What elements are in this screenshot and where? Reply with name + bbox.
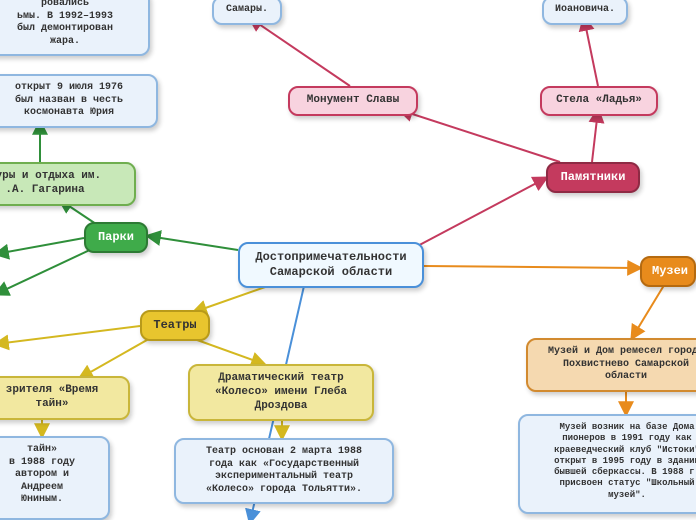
edge-slava-samara_top: [250, 18, 350, 86]
node-vremya[interactable]: зрителя «Времятайн»: [0, 376, 130, 420]
edge-center-museums: [424, 266, 640, 268]
edge-monuments-slava: [400, 110, 560, 162]
node-park_info2[interactable]: открыт 9 июля 1976был назван в честькосм…: [0, 74, 158, 128]
node-vremya_info[interactable]: тайн» в 1988 годуавтором иАндреемЮниным.: [0, 436, 110, 520]
edge-museums-muz_pokh: [632, 282, 666, 338]
edge-theatres-vremya: [80, 336, 154, 378]
node-muz_info[interactable]: Музей возник на базе Домапионеров в 1991…: [518, 414, 696, 514]
mindmap-canvas: ДостопримечательностиСамарской области Па…: [0, 0, 696, 520]
node-koleso[interactable]: Драматический театр«Колесо» имени ГлебаД…: [188, 364, 374, 421]
node-park_info1[interactable]: ровалисььмы. В 1992–1993 был демонтирова…: [0, 0, 150, 56]
node-ladya[interactable]: Стела «Ладья»: [540, 86, 658, 116]
edge-monuments-ladya: [592, 110, 598, 162]
edge-center-theatres: [194, 286, 268, 312]
node-parks[interactable]: Парки: [84, 222, 148, 253]
node-center[interactable]: ДостопримечательностиСамарской области: [238, 242, 424, 288]
node-ioan_top[interactable]: Иоановича.: [542, 0, 628, 25]
node-koleso_info[interactable]: Театр основан 2 марта 1988года как «Госу…: [174, 438, 394, 504]
edge-parks-off1: [0, 238, 84, 254]
node-slava[interactable]: Монумент Славы: [288, 86, 418, 116]
node-monuments[interactable]: Памятники: [546, 162, 640, 193]
edge-center-monuments: [410, 178, 546, 250]
node-samara_top[interactable]: Самары.: [212, 0, 282, 25]
edge-ladya-ioan_top: [584, 18, 598, 86]
edge-theatres-off4: [0, 326, 140, 344]
edge-center-parks: [148, 236, 238, 250]
edge-parks-off2: [0, 248, 94, 294]
node-theatres[interactable]: Театры: [140, 310, 210, 341]
node-museums[interactable]: Музеи: [640, 256, 696, 287]
node-muz_pokh[interactable]: Музей и Дом ремесел городаПохвистнево Са…: [526, 338, 696, 392]
node-park_gagarin[interactable]: туры и отдыха им..А. Гагарина: [0, 162, 136, 206]
